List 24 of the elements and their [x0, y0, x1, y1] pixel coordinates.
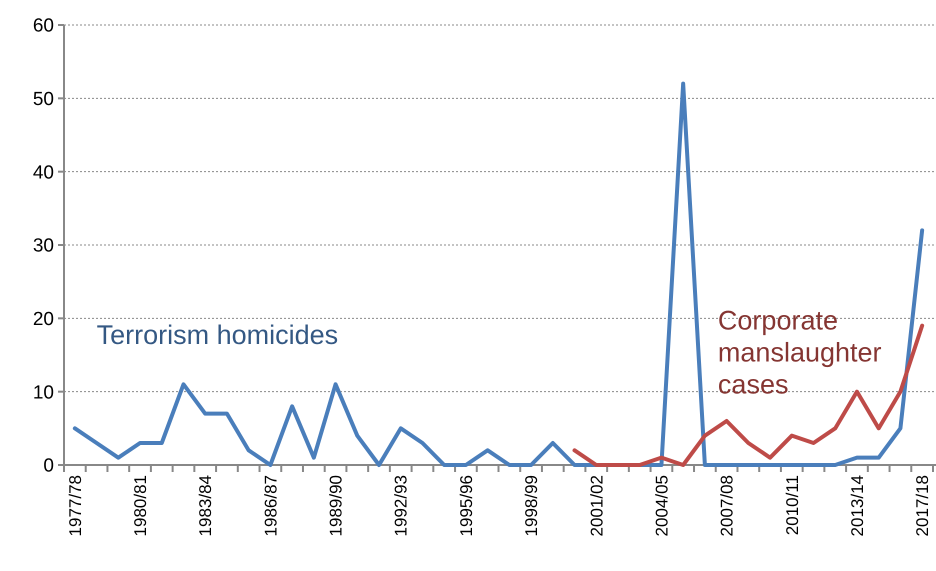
x-tick-label: 1986/87 — [261, 475, 280, 536]
x-tick-label: 1983/84 — [196, 475, 216, 536]
line-series — [72, 82, 924, 467]
series-label: Terrorism homicides — [96, 320, 338, 350]
x-tick-label: 1998/99 — [522, 475, 542, 536]
x-tick-label: 2007/08 — [718, 475, 737, 536]
x-tick-label: 2004/05 — [652, 475, 672, 536]
y-tick-label: 30 — [32, 236, 54, 257]
x-tick-label: 2013/14 — [848, 475, 867, 536]
y-tick-label: 40 — [32, 162, 54, 184]
y-tick-label: 20 — [32, 308, 54, 330]
y-tick-label: 50 — [32, 88, 54, 110]
x-tick-label: 1992/93 — [392, 475, 411, 536]
x-tick-label: 1977/78 — [66, 475, 85, 536]
series-label: Corporate manslaughter cases — [718, 305, 882, 400]
x-tick-label: 2001/02 — [587, 475, 606, 536]
x-tick-label: 2010/11 — [782, 475, 802, 536]
y-tick-label: 0 — [43, 456, 54, 477]
x-tick-label: 1989/90 — [326, 475, 346, 536]
x-tick-label: 2017/18 — [913, 475, 932, 536]
y-tick-label: 10 — [32, 382, 54, 404]
x-tick-label: 1980/81 — [131, 475, 150, 536]
x-tick-label: 1995/96 — [456, 475, 476, 536]
y-tick-label: 60 — [32, 16, 54, 37]
